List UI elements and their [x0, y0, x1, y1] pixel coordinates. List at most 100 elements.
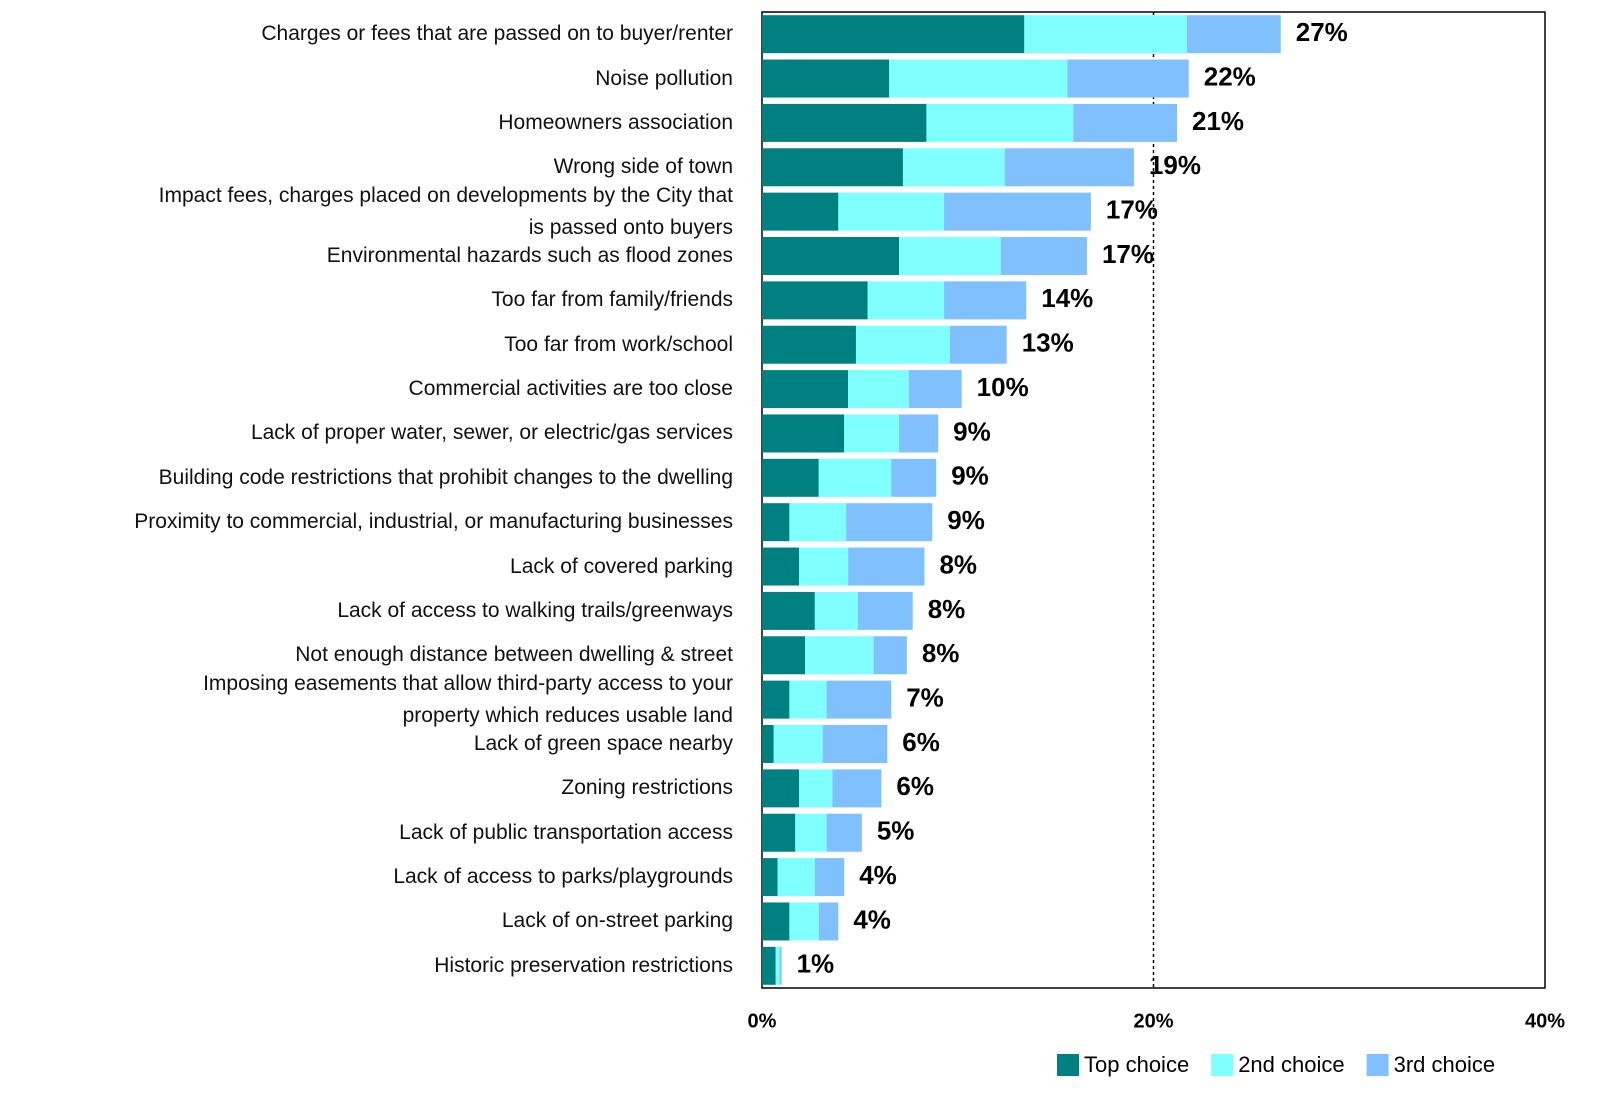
bar-segment [908, 370, 962, 409]
total-label: 22% [1204, 61, 1256, 91]
bar-segment [762, 503, 790, 542]
total-label: 21% [1192, 106, 1244, 136]
bar-segment [762, 103, 927, 142]
bar-segment [789, 902, 819, 941]
legend-label: 2nd choice [1238, 1052, 1344, 1077]
total-label: 8% [928, 594, 966, 624]
category-label: Lack of covered parking [510, 554, 733, 578]
category-label: Noise pollution [595, 66, 733, 90]
bar-segment [814, 858, 845, 897]
bar-segment [789, 680, 827, 719]
total-label: 19% [1149, 150, 1201, 180]
bar-segment [762, 547, 800, 586]
legend-swatch [1211, 1054, 1234, 1076]
category-label: Lack of proper water, sewer, or electric… [250, 421, 733, 445]
bar-segment [857, 591, 913, 630]
bar-segment [899, 414, 939, 453]
bar-segment [891, 458, 937, 497]
bar-segment [944, 281, 1027, 320]
bar-segment [814, 591, 858, 630]
bar-segment [818, 458, 892, 497]
total-label: 9% [953, 416, 991, 446]
bar-segment [826, 680, 892, 719]
total-label: 8% [939, 549, 977, 579]
total-label: 4% [853, 904, 891, 934]
category-label: Lack of on-street parking [501, 909, 733, 933]
legend-swatch [1057, 1054, 1079, 1076]
category-label: Too far from family/friends [491, 288, 733, 312]
total-label: 8% [922, 638, 960, 668]
category-label: Lack of access to parks/playgrounds [393, 865, 733, 889]
x-tick-label: 0% [748, 1010, 777, 1032]
total-label: 27% [1296, 17, 1348, 47]
bar-segment [777, 858, 815, 897]
category-label: Homeowners association [498, 110, 733, 134]
bar-segment [822, 725, 888, 763]
bar-segment [838, 192, 945, 231]
category-label: Lack of access to walking trails/greenwa… [337, 598, 733, 622]
total-label: 13% [1022, 328, 1074, 358]
bar-segment [762, 858, 778, 897]
total-label: 5% [877, 816, 915, 846]
total-label: 10% [977, 372, 1029, 402]
bar-segment [762, 458, 819, 497]
bar-segment [762, 946, 776, 985]
bar-segment [762, 591, 815, 630]
category-label: Impact fees, charges placed on developme… [158, 183, 733, 239]
bar-segment [949, 325, 1007, 364]
bar-segment [926, 103, 1074, 142]
category-label: Not enough distance between dwelling & s… [295, 643, 733, 667]
total-label: 17% [1106, 195, 1158, 225]
category-label: Imposing easements that allow third-part… [203, 671, 733, 727]
bar-segment [762, 192, 839, 231]
bar-segment [762, 680, 790, 719]
bar-segment [762, 414, 845, 453]
bar-segment [867, 281, 945, 320]
bar-segment [762, 281, 868, 320]
bar-segment [832, 769, 882, 808]
bar-segment [762, 15, 1025, 54]
bar-segment [773, 725, 823, 763]
bar-segment [805, 636, 874, 675]
bar-segment [889, 59, 1068, 98]
category-label: Zoning restrictions [561, 776, 733, 800]
total-label: 7% [906, 683, 944, 713]
total-label: 14% [1041, 283, 1093, 313]
total-label: 6% [902, 727, 940, 757]
category-label: Lack of green space nearby [473, 732, 733, 755]
bar-segment [762, 902, 790, 941]
category-label: Historic preservation restrictions [434, 953, 733, 977]
x-tick-label: 40% [1525, 1010, 1565, 1032]
total-label: 17% [1102, 239, 1154, 269]
bar-segment [762, 813, 796, 852]
category-label: Charges or fees that are passed on to bu… [261, 22, 733, 46]
bar-segment [799, 547, 849, 586]
bar-segment [1073, 103, 1177, 142]
bar-segment [762, 636, 806, 675]
category-label: Building code restrictions that prohibit… [158, 465, 733, 489]
plot-frame [761, 11, 1546, 989]
bar-segment [799, 769, 833, 808]
bar-segment [795, 813, 827, 852]
bar-segment [818, 902, 839, 941]
bar-segment [1004, 148, 1134, 187]
bar-segment [762, 59, 890, 98]
legend-label: Top choice [1084, 1052, 1189, 1077]
total-label: 1% [797, 949, 835, 979]
bar-segment [762, 237, 900, 275]
total-label: 6% [896, 771, 934, 801]
category-label: Wrong side of town [553, 155, 733, 179]
bar-segment [762, 725, 774, 763]
bar-segment [848, 547, 925, 586]
category-label: Proximity to commercial, industrial, or … [134, 510, 733, 534]
bar-segment [855, 325, 950, 364]
total-label: 4% [859, 860, 897, 890]
category-label: Environmental hazards such as flood zone… [326, 244, 733, 267]
legend-swatch [1366, 1054, 1389, 1076]
bar-segment [762, 370, 849, 409]
bar-segment [1067, 59, 1189, 98]
bar-segment [902, 148, 1005, 187]
bar-segment [846, 503, 933, 542]
bar-segment [1000, 237, 1087, 275]
